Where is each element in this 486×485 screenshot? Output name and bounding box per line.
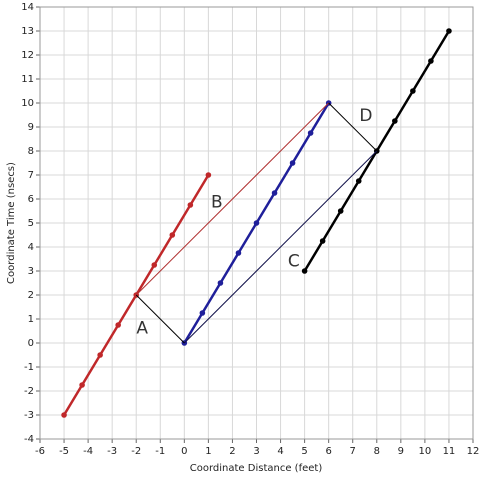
x-tick-label: 7 [350,446,356,457]
plot-border [39,6,474,440]
point [301,268,308,274]
x-tick-label: 2 [229,446,235,457]
y-tick-label: 8 [28,146,34,157]
series-line [135,102,330,296]
x-tick-label: 1 [205,446,211,457]
point [307,130,314,136]
y-tick-label: 11 [21,74,34,85]
y-tick-label: -1 [24,362,34,373]
y-tick-label: -2 [24,386,34,397]
point [79,382,85,388]
point [199,310,206,316]
annotation: A [136,319,148,339]
point [253,220,260,226]
series-line [135,294,185,344]
series-line [328,102,378,152]
point [355,178,362,184]
x-tick-label: 12 [467,446,480,457]
x-tick-label: -1 [155,446,165,457]
x-tick-label: 8 [374,446,380,457]
x-tick-label: -4 [83,446,93,457]
point [271,190,278,196]
x-tick-label: 0 [181,446,187,457]
point [410,88,416,94]
x-tick-label: 4 [277,446,283,457]
annotation: C [288,251,300,271]
point [151,262,158,268]
y-tick-label: 0 [28,338,34,349]
annotation: B [211,193,223,213]
x-tick-label: 3 [253,446,259,457]
x-tick-label: -6 [35,446,45,457]
y-tick-label: -3 [24,410,34,421]
point [337,208,344,214]
y-tick-label: 9 [28,122,34,133]
y-tick-label: 12 [21,50,34,61]
x-tick-label: -3 [107,446,117,457]
y-tick-label: 14 [21,2,34,13]
x-tick-label: 6 [325,446,331,457]
point [61,412,67,418]
y-tick-label: 10 [21,98,34,109]
y-tick-label: 1 [28,314,34,325]
x-tick-label: 11 [443,446,456,457]
x-tick-label: 10 [419,446,432,457]
point [392,118,398,124]
series-line [183,150,378,344]
point [289,160,296,166]
point [428,58,434,64]
point [115,322,121,328]
x-tick-label: -5 [59,446,69,457]
x-tick-label: 9 [398,446,404,457]
point [319,238,326,244]
point [446,28,452,34]
point [205,172,212,178]
y-tick-label: 7 [28,170,34,181]
y-tick-label: 13 [21,26,34,37]
y-tick-label: 5 [28,218,34,229]
annotation: D [359,106,372,126]
y-tick-label: -4 [24,434,34,445]
point [97,352,103,358]
y-tick-label: 4 [28,242,34,253]
x-tick-label: -2 [131,446,141,457]
y-tick-label: 2 [28,290,34,301]
point [217,280,224,286]
y-axis-label: Coordinate Time (nsecs) [6,162,17,284]
point [187,202,194,208]
y-tick-label: 6 [28,194,34,205]
x-tick-label: 5 [301,446,307,457]
x-axis-label: Coordinate Distance (feet) [190,463,323,474]
y-tick-label: 3 [28,266,34,277]
point [235,250,242,256]
point [169,232,176,238]
